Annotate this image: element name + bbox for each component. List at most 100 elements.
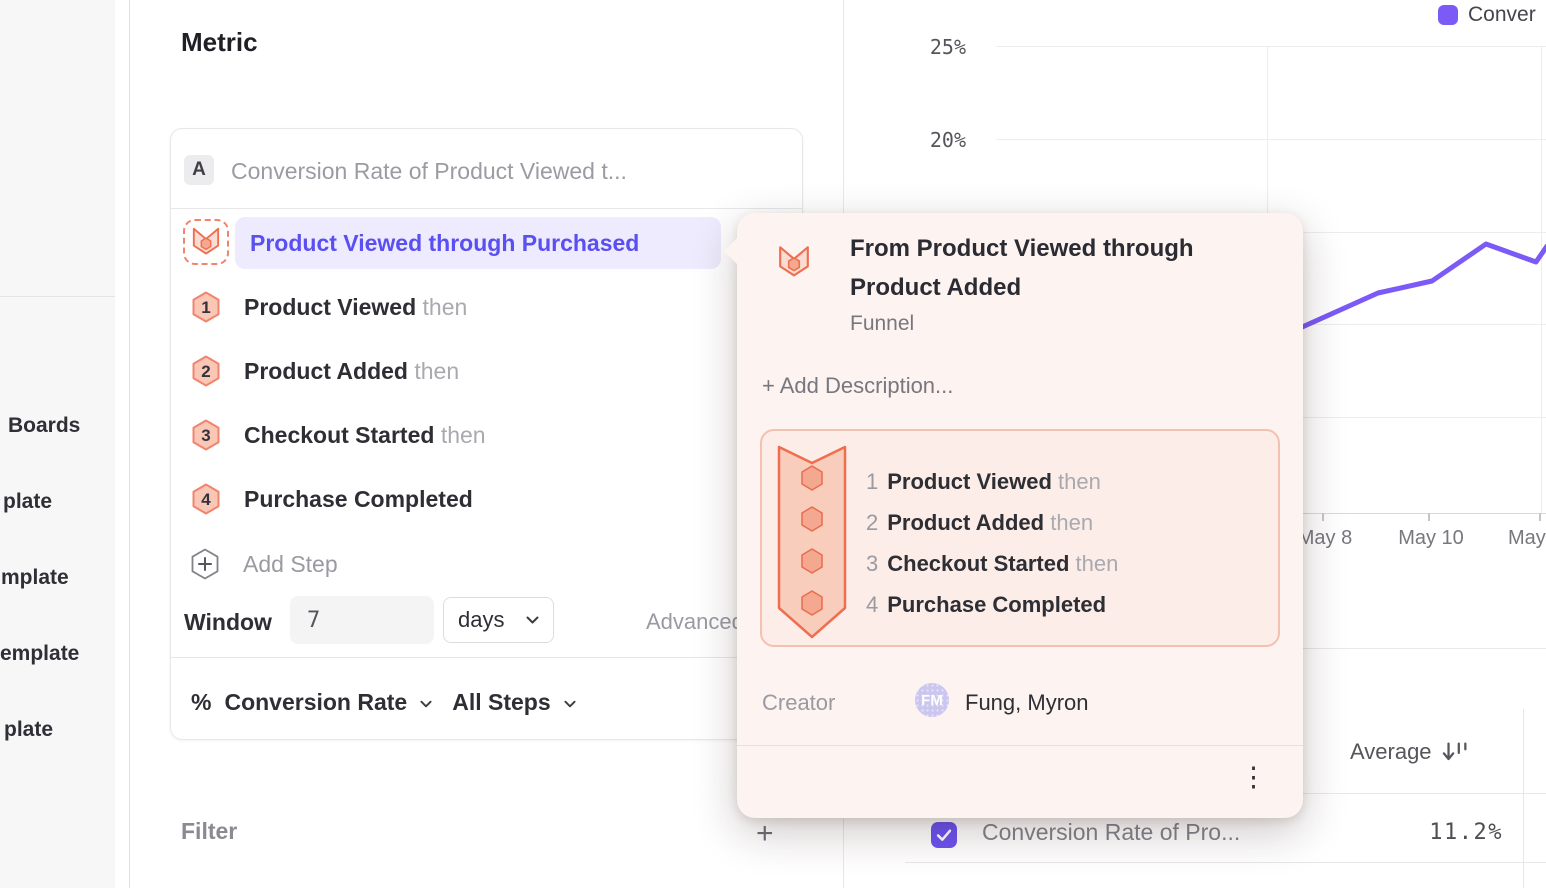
- sidebar-item-template-2[interactable]: mplate: [1, 566, 69, 589]
- sidebar: Boards plate mplate emplate plate: [0, 0, 130, 888]
- x-tick-mark: [1428, 513, 1430, 521]
- x-axis-tick-label: May: [1508, 527, 1546, 549]
- step-number: 3: [866, 550, 879, 576]
- legend-label: Conver: [1468, 3, 1536, 26]
- sort-desc-icon: [1442, 742, 1467, 761]
- step-suffix: then: [414, 357, 460, 384]
- popover-divider: [737, 745, 1303, 746]
- step-event-name: Purchase Completed: [887, 591, 1107, 617]
- step-event-name: Product Viewed: [244, 293, 417, 320]
- step-event-name: Product Added: [887, 509, 1045, 535]
- steps-scope-dropdown[interactable]: All Steps: [452, 688, 551, 715]
- metric-section-title: Metric: [181, 27, 258, 57]
- funnel-step-row[interactable]: 3 Checkout Started then: [191, 419, 486, 451]
- popover-step-row: 1 Product Viewed then: [866, 461, 1118, 502]
- step-suffix: then: [1075, 550, 1119, 576]
- y-axis-tick-label: 20%: [929, 128, 966, 152]
- svg-text:4: 4: [201, 490, 211, 509]
- row-checkbox[interactable]: [931, 822, 957, 848]
- popover-title: From Product Viewed through Product Adde…: [850, 235, 1194, 301]
- step-event-name: Product Added: [244, 357, 408, 384]
- funnel-pill-label: Product Viewed through Purchased: [250, 229, 640, 256]
- step-number-badge: 4: [192, 483, 220, 515]
- chart-legend[interactable]: Conver: [1438, 3, 1544, 27]
- step-number-badge: 2: [192, 355, 220, 387]
- y-axis-tick-label: 25%: [929, 35, 966, 59]
- gridline-20pct: [996, 139, 1546, 140]
- creator-avatar: FM: [915, 683, 949, 717]
- gridline-vertical: [1541, 46, 1542, 513]
- legend-swatch: [1438, 5, 1458, 25]
- step-suffix: then: [1050, 509, 1094, 535]
- funnel-icon: [777, 243, 811, 282]
- add-step-label: Add Step: [243, 550, 338, 577]
- step-number-badge: 1: [192, 291, 220, 323]
- x-axis-tick-label: May 8: [1297, 527, 1353, 549]
- average-column-label: Average: [1350, 739, 1432, 764]
- advanced-link[interactable]: Advanced: [646, 609, 744, 634]
- svg-text:2: 2: [201, 362, 210, 381]
- funnel-pill[interactable]: Product Viewed through Purchased: [235, 217, 721, 269]
- metric-card: A Conversion Rate of Product Viewed t...…: [170, 128, 803, 740]
- measure-dropdown[interactable]: Conversion Rate: [224, 688, 408, 715]
- checkmark-icon: [936, 829, 952, 841]
- step-suffix: then: [440, 421, 486, 448]
- window-value-input[interactable]: [290, 596, 434, 644]
- window-unit-label: days: [458, 607, 505, 632]
- measure-row: % Conversion Rate All Steps: [191, 685, 576, 719]
- add-description-link[interactable]: + Add Description...: [762, 373, 954, 398]
- popover-step-row: 4 Purchase Completed: [866, 584, 1118, 625]
- percent-icon: %: [191, 688, 212, 715]
- step-number: 4: [866, 591, 879, 617]
- popover-type-label: Funnel: [850, 312, 915, 335]
- step-number: 1: [866, 468, 879, 494]
- window-unit-select[interactable]: days: [443, 597, 554, 643]
- sidebar-item-boards[interactable]: Boards: [8, 414, 81, 437]
- filter-section-title: Filter: [181, 818, 238, 844]
- table-row-average-value: 11.2%: [1429, 820, 1503, 845]
- add-step-icon: [191, 548, 219, 580]
- creator-label: Creator: [762, 690, 836, 715]
- popover-funnel-card: 1 Product Viewed then 2 Product Added th…: [760, 429, 1280, 647]
- sidebar-item-template-1[interactable]: plate: [3, 490, 53, 513]
- sidebar-divider: [0, 296, 115, 297]
- step-suffix: then: [1058, 468, 1101, 494]
- series-title[interactable]: Conversion Rate of Product Viewed t...: [231, 158, 627, 184]
- chevron-down-icon[interactable]: [564, 700, 576, 708]
- funnel-step-row[interactable]: 4 Purchase Completed: [191, 483, 473, 515]
- series-badge: A: [184, 155, 214, 185]
- funnel-details-popover: From Product Viewed through Product Adde…: [737, 213, 1303, 818]
- popover-step-row: 3 Checkout Started then: [866, 543, 1118, 584]
- popover-step-row: 2 Product Added then: [866, 502, 1118, 543]
- add-filter-button[interactable]: +: [756, 817, 774, 850]
- funnel-icon: [191, 225, 221, 260]
- window-label: Window: [184, 609, 272, 635]
- creator-name: Fung, Myron: [965, 690, 1089, 715]
- add-step-button[interactable]: Add Step: [190, 548, 338, 580]
- gridline-25pct: [996, 46, 1546, 47]
- table-column-divider: [1523, 709, 1524, 888]
- step-event-name: Purchase Completed: [244, 485, 473, 512]
- step-event-name: Checkout Started: [887, 550, 1070, 576]
- funnel-step-row[interactable]: 2 Product Added then: [191, 355, 459, 387]
- sidebar-item-template-3[interactable]: emplate: [0, 642, 80, 665]
- table-row-label[interactable]: Conversion Rate of Pro...: [982, 819, 1241, 845]
- step-number: 2: [866, 509, 879, 535]
- funnel-icon-box[interactable]: [183, 219, 229, 265]
- table-row-divider: [905, 862, 1546, 863]
- funnel-step-row[interactable]: 1 Product Viewed then: [191, 291, 467, 323]
- sidebar-background: [0, 0, 115, 888]
- chevron-down-icon[interactable]: [420, 700, 432, 708]
- funnel-pennant-icon: [777, 445, 847, 646]
- svg-text:3: 3: [201, 426, 210, 445]
- table-header-average[interactable]: Average: [1350, 739, 1470, 765]
- x-axis-tick-label: May 10: [1398, 527, 1464, 549]
- step-event-name: Checkout Started: [244, 421, 435, 448]
- conversion-line-series: [1297, 241, 1546, 331]
- sidebar-item-template-4[interactable]: plate: [4, 718, 54, 741]
- sidebar-border: [129, 0, 130, 888]
- chevron-down-icon: [526, 616, 539, 624]
- more-options-icon[interactable]: ⋮: [1240, 762, 1267, 792]
- svg-text:1: 1: [201, 298, 210, 317]
